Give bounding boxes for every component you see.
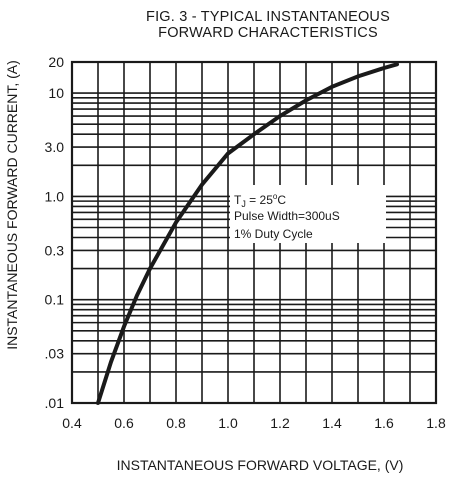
chart-title-line-1: FIG. 3 - TYPICAL INSTANTANEOUS [146, 9, 390, 25]
y-tick-label: 0.3 [45, 242, 65, 258]
y-tick-label: .03 [45, 346, 65, 362]
y-tick-label: 20 [48, 54, 64, 70]
y-axis-label: INSTANTANEOUS FORWARD CURRENT, (A) [4, 60, 20, 350]
legend-duty-cycle: 1% Duty Cycle [234, 227, 313, 241]
x-tick-label: 1.2 [270, 415, 290, 431]
x-tick-labels: 0.4 0.6 0.8 1.0 1.2 1.4 1.6 1.8 [62, 415, 446, 431]
x-tick-label: 1.8 [426, 415, 446, 431]
forward-curve-line [96, 62, 399, 405]
plot-frame [70, 60, 438, 405]
x-tick-label: 1.4 [322, 415, 342, 431]
x-tick-label: 1.0 [218, 415, 238, 431]
y-tick-label: 1.0 [45, 188, 65, 204]
x-tick-label: 0.6 [114, 415, 134, 431]
y-tick-label: 3.0 [45, 139, 65, 155]
legend-junction-temp: TJ = 25oC [234, 192, 286, 209]
x-tick-label: 0.8 [166, 415, 186, 431]
x-axis-label: INSTANTANEOUS FORWARD VOLTAGE, (V) [117, 457, 404, 473]
y-tick-label: 0.1 [45, 292, 65, 308]
legend-pulse-width: Pulse Width=300uS [234, 209, 340, 223]
x-tick-label: 1.6 [374, 415, 394, 431]
x-tick-label: 0.4 [62, 415, 82, 431]
y-tick-label: 10 [48, 85, 64, 101]
y-tick-label: .01 [45, 395, 65, 411]
chart-title-line-2: FORWARD CHARACTERISTICS [158, 25, 378, 41]
y-tick-labels: .01 .03 0.1 0.3 1.0 3.0 10 20 [45, 54, 65, 411]
legend-box [230, 185, 386, 243]
